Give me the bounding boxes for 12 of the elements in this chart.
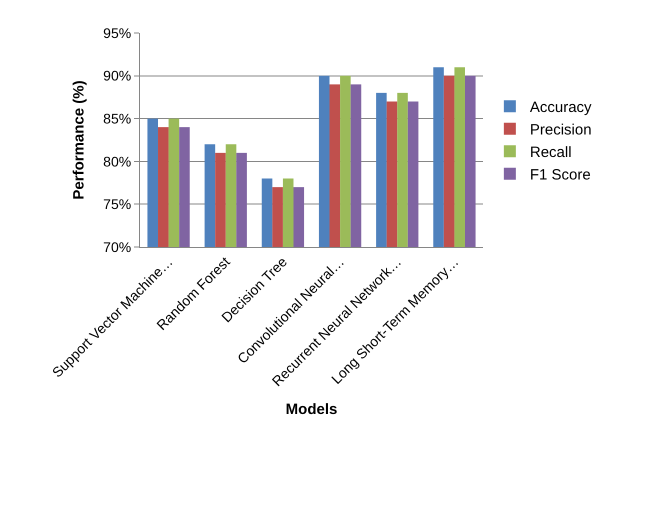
y-tick-label: 70% xyxy=(103,238,132,255)
y-axis-title: Performance (%) xyxy=(70,80,88,200)
y-tick-label: 95% xyxy=(103,24,132,41)
legend-label: Accuracy xyxy=(530,99,592,116)
legend-label: F1 Score xyxy=(530,166,591,184)
y-tick-label: 75% xyxy=(103,196,132,212)
x-axis-title: Models xyxy=(286,401,338,418)
legend-label: Precision xyxy=(530,122,592,139)
y-tick-label: 80% xyxy=(103,153,132,170)
y-tick-label: 85% xyxy=(103,110,132,126)
y-tick-label: 90% xyxy=(103,68,132,84)
legend-label: Recall xyxy=(530,144,572,162)
